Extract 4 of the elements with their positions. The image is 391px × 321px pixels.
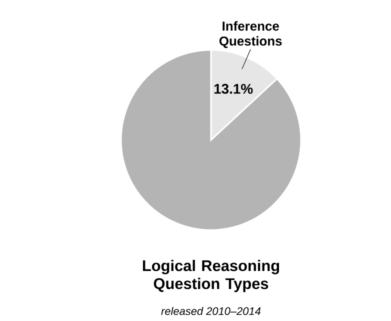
slice-label: Inference Questions — [219, 21, 282, 48]
data-label: 13.1% — [214, 84, 253, 94]
text: Logical Reasoning Question Types — [142, 260, 280, 292]
text: released 2010–2014 — [161, 306, 261, 316]
